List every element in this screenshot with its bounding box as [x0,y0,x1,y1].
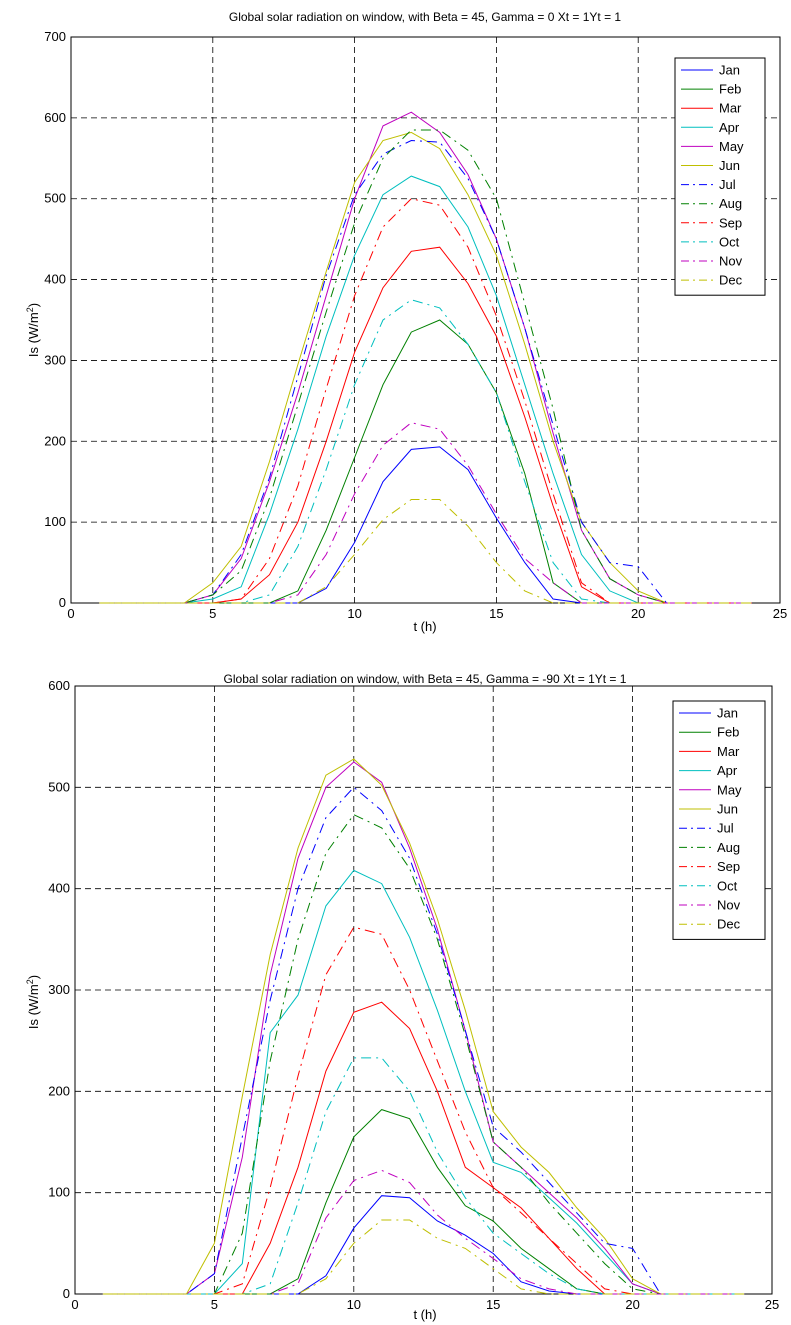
x-tick-label: 10 [347,606,361,621]
x-tick-label: 20 [631,606,645,621]
y-axis-label: Is (W/m2) [25,303,41,357]
series-line-dec [99,499,752,604]
y-tick-label: 400 [48,881,70,896]
y-tick-label: 300 [48,982,70,997]
legend-label: Dec [717,917,741,932]
legend-label: Sep [719,215,742,230]
legend-box [674,57,766,296]
series-line-nov [99,422,752,604]
x-tick-label: 15 [489,606,503,621]
series-line-nov [102,1169,745,1295]
legend-label: Jul [717,821,734,836]
legend-label: Nov [717,898,741,913]
y-tick-label: 500 [48,779,70,794]
series-line-dec [102,1219,745,1295]
y-tick-label: 700 [44,29,66,44]
legend-label: Apr [719,120,740,135]
chart-top: Global solar radiation on window, with B… [25,10,787,634]
plot-area: 0 5 10 15 20 25 0 100 200 300 400 500 600 Jan Feb Mar Ap… [48,678,779,1312]
legend-label: May [719,139,744,154]
legend-label: Jan [719,63,740,78]
legend-label: Oct [719,234,740,249]
x-tick-label: 15 [486,1297,500,1312]
legend-label: Jan [717,706,738,721]
legend-label: Sep [717,859,740,874]
y-tick-label: 600 [44,110,66,125]
series-line-jun [99,131,752,604]
x-tick-label: 0 [71,1297,78,1312]
y-axis-label: Is (W/m2) [25,975,41,1029]
legend-label: Feb [719,82,741,97]
x-tick-label: 10 [347,1297,361,1312]
x-axis-label: t (h) [413,619,436,634]
legend-label: Mar [717,744,740,759]
y-tick-label: 200 [44,433,66,448]
series-line-jul [99,139,752,604]
legend-label: Dec [719,273,743,288]
y-tick-label: 100 [48,1185,70,1200]
legend-label: Oct [717,878,738,893]
legend-label: Jun [719,158,740,173]
plot-area: 0 5 10 15 20 25 0 100 200 300 400 500 600 700 Jan Feb Ma… [44,29,787,621]
series-line-jul [102,786,745,1295]
legend-label: Apr [717,763,738,778]
legend-label: Mar [719,101,742,116]
series-line-aug [99,129,752,604]
x-tick-label: 20 [625,1297,639,1312]
series-line-oct [102,1057,745,1295]
x-tick-label: 5 [211,1297,218,1312]
y-tick-label: 200 [48,1083,70,1098]
y-tick-label: 600 [48,678,70,693]
axes-box [70,36,781,604]
legend-label: Jul [719,177,736,192]
x-tick-label: 5 [209,606,216,621]
y-tick-label: 0 [63,1286,70,1301]
y-tick-label: 500 [44,191,66,206]
legend-label: May [717,782,742,797]
x-tick-label: 0 [67,606,74,621]
chart-bottom: Global solar radiation on window, with B… [25,672,779,1322]
series-line-jun [102,758,745,1295]
y-tick-label: 300 [44,352,66,367]
chart-title: Global solar radiation on window, with B… [224,672,627,686]
x-tick-label: 25 [765,1297,779,1312]
legend-label: Aug [717,840,740,855]
legend: Jan Feb Mar Apr May Jun Jul Aug Sep Oct Nov Dec [674,57,766,296]
x-axis-label: t (h) [413,1307,436,1322]
y-tick-label: 100 [44,514,66,529]
legend-label: Aug [719,196,742,211]
y-tick-label: 400 [44,272,66,287]
x-tick-label: 25 [773,606,787,621]
legend-label: Nov [719,254,743,269]
legend-label: Jun [717,802,738,817]
series-line-aug [102,814,745,1295]
chart-title: Global solar radiation on window, with B… [229,10,622,24]
series-line-may [99,111,752,604]
legend-label: Feb [717,725,739,740]
legend-box [672,700,766,940]
y-tick-label: 0 [59,595,66,610]
legend: Jan Feb Mar Apr May Jun Jul Aug Sep Oct Nov Dec [672,700,766,940]
